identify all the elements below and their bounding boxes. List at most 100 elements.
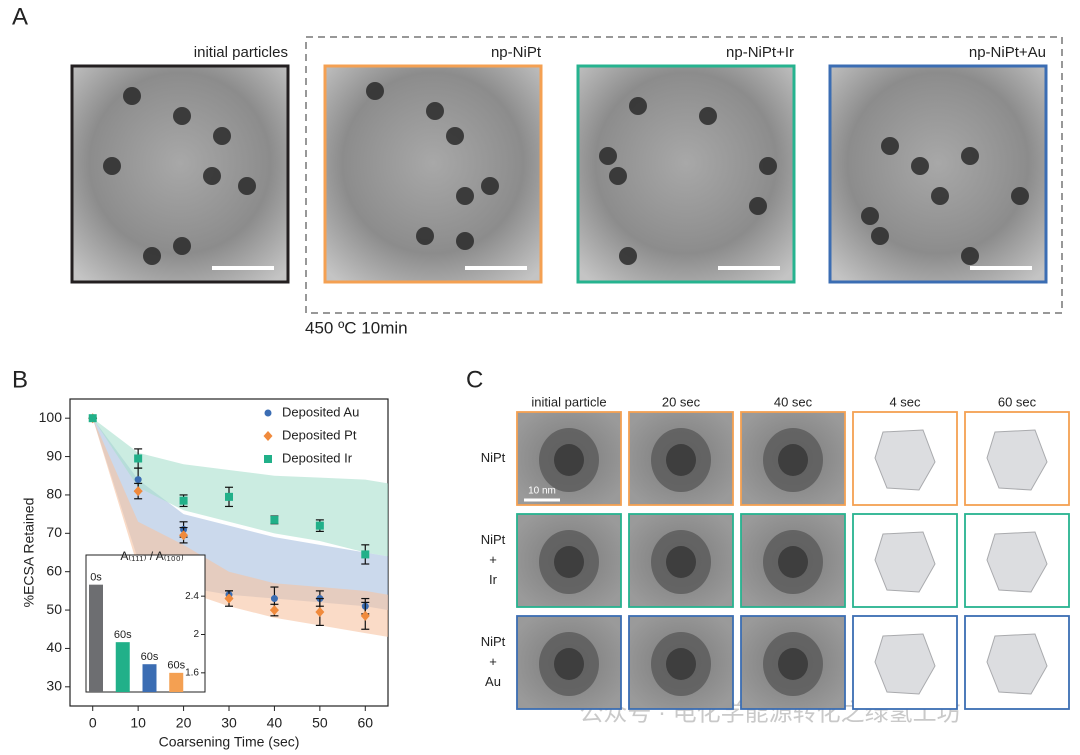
particle: [861, 207, 879, 225]
particle-render: [874, 429, 936, 491]
particle: [881, 137, 899, 155]
inset-bar: [115, 642, 130, 692]
particle: [961, 147, 979, 165]
particle: [481, 177, 499, 195]
column-header: 40 sec: [774, 394, 813, 409]
particle: [911, 157, 929, 175]
data-point: [315, 521, 324, 530]
data-point: [361, 550, 370, 559]
tem-image: [828, 64, 1048, 284]
particle-core: [554, 444, 584, 476]
image-label: initial particles: [194, 44, 288, 61]
legend-marker: [264, 455, 272, 463]
legend-marker: [263, 431, 273, 441]
particle: [871, 227, 889, 245]
column-header: 60 sec: [998, 394, 1037, 409]
panel-label: A: [12, 3, 28, 30]
row-label: +: [489, 552, 497, 567]
particle: [103, 157, 121, 175]
particle: [366, 82, 384, 100]
legend-label: Deposited Ir: [282, 450, 353, 465]
panel-label: C: [466, 366, 483, 393]
data-point: [270, 595, 278, 603]
inset-bar: [169, 672, 184, 692]
data-point: [224, 593, 234, 604]
inset-bar-label: 60s: [167, 660, 185, 672]
particle: [203, 167, 221, 185]
inset-y-tick-label: 2: [193, 629, 199, 640]
legend-marker: [264, 409, 272, 417]
condition-label: 450 ºC 10min: [305, 318, 408, 337]
particle: [238, 177, 256, 195]
inset-bar-label: 0s: [90, 572, 102, 584]
inset-y-tick-label: 1.6: [185, 667, 199, 678]
y-tick-label: 40: [46, 639, 62, 655]
y-tick-label: 60: [46, 562, 62, 578]
row-label: Ir: [489, 572, 498, 587]
particle: [699, 107, 717, 125]
inset-bar-label: 60s: [114, 629, 132, 641]
particle-render: [986, 633, 1048, 695]
particle: [426, 102, 444, 120]
row-label: NiPt: [481, 532, 506, 547]
particle-render: [874, 633, 936, 695]
panel-label: B: [12, 366, 28, 393]
particle: [759, 157, 777, 175]
row-label: NiPt: [481, 634, 506, 649]
data-point: [133, 486, 143, 497]
y-tick-label: 80: [46, 486, 62, 502]
inset-bar: [142, 664, 157, 692]
dashed-frame: [305, 36, 1063, 314]
particle-core: [666, 546, 696, 578]
particle: [446, 127, 464, 145]
confidence-band: [92, 418, 388, 557]
data-point: [225, 492, 233, 501]
y-tick-label: 90: [46, 447, 62, 463]
scale-bar-label: 10 nm: [528, 486, 556, 497]
x-tick-label: 20: [176, 715, 192, 731]
particle: [609, 167, 627, 185]
particle-core: [778, 648, 808, 680]
particle-core: [554, 546, 584, 578]
particle: [173, 107, 191, 125]
particle: [123, 87, 141, 105]
particle-core: [778, 444, 808, 476]
x-tick-label: 30: [221, 715, 237, 731]
particle: [961, 247, 979, 265]
particle-render: [874, 531, 936, 593]
particle: [143, 247, 161, 265]
particle: [629, 97, 647, 115]
particle-core: [778, 546, 808, 578]
x-tick-label: 10: [130, 715, 146, 731]
particle: [173, 237, 191, 255]
data-point: [360, 610, 370, 621]
particle-render: [986, 531, 1048, 593]
image-label: np-NiPt+Au: [969, 44, 1046, 61]
particle-core: [554, 648, 584, 680]
y-tick-label: 50: [46, 601, 62, 617]
image-label: np-NiPt+Ir: [726, 44, 794, 61]
x-tick-label: 0: [89, 715, 97, 731]
column-header: 20 sec: [662, 394, 701, 409]
inset-bar: [89, 584, 103, 692]
row-label: +: [489, 654, 497, 669]
x-tick-label: 60: [357, 715, 373, 731]
y-tick-label: 30: [46, 678, 62, 694]
inset-y-tick-label: 2.4: [185, 591, 199, 602]
particle: [1011, 187, 1029, 205]
legend-label: Deposited Pt: [282, 427, 357, 442]
particle-core: [666, 444, 696, 476]
data-point: [269, 605, 279, 616]
particle: [931, 187, 949, 205]
particle: [213, 127, 231, 145]
inset-title: A₍₁₁₁₎ / A₍₁₀₀₎: [120, 549, 183, 563]
data-point: [134, 476, 142, 484]
y-axis-title: %ECSA Retained: [21, 498, 37, 608]
data-point: [179, 530, 189, 541]
y-tick-label: 100: [39, 409, 63, 425]
particle-render: [986, 429, 1048, 491]
data-point: [179, 496, 188, 505]
row-label: NiPt: [481, 450, 506, 465]
data-point: [88, 414, 97, 423]
